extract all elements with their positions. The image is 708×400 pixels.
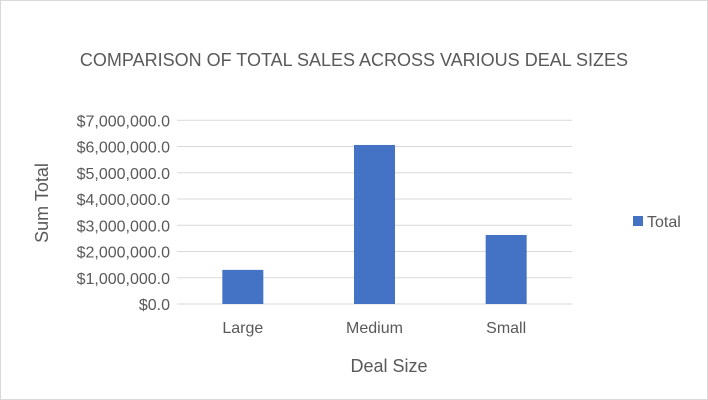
y-tick-label: $5,000,000.0 [77, 166, 171, 183]
chart-title: COMPARISON OF TOTAL SALES ACROSS VARIOUS… [80, 50, 628, 70]
bars [222, 144, 527, 304]
bar-medium [354, 144, 395, 304]
x-tick-labels: Large Medium Small [222, 320, 526, 337]
legend: Total [633, 214, 681, 231]
x-tick-label: Large [222, 320, 263, 337]
y-tick-label: $7,000,000.0 [77, 113, 171, 130]
x-tick-label: Small [486, 320, 526, 337]
bar-small [485, 234, 527, 304]
legend-swatch [633, 216, 643, 226]
y-tick-label: $3,000,000.0 [77, 218, 171, 235]
x-axis-label: Deal Size [350, 356, 427, 376]
y-axis-label: Sum Total [32, 163, 52, 243]
x-tick-label: Medium [346, 320, 403, 337]
bar-large [222, 269, 264, 304]
y-tick-label: $0.0 [139, 297, 170, 314]
y-tick-label: $6,000,000.0 [77, 140, 171, 157]
y-tick-label: $4,000,000.0 [77, 192, 171, 209]
y-tick-labels: $0.0 $1,000,000.0 $2,000,000.0 $3,000,000.0… [77, 113, 171, 314]
y-tick-label: $2,000,000.0 [77, 245, 171, 262]
legend-label-total: Total [647, 214, 681, 231]
y-tick-label: $1,000,000.0 [77, 271, 171, 288]
